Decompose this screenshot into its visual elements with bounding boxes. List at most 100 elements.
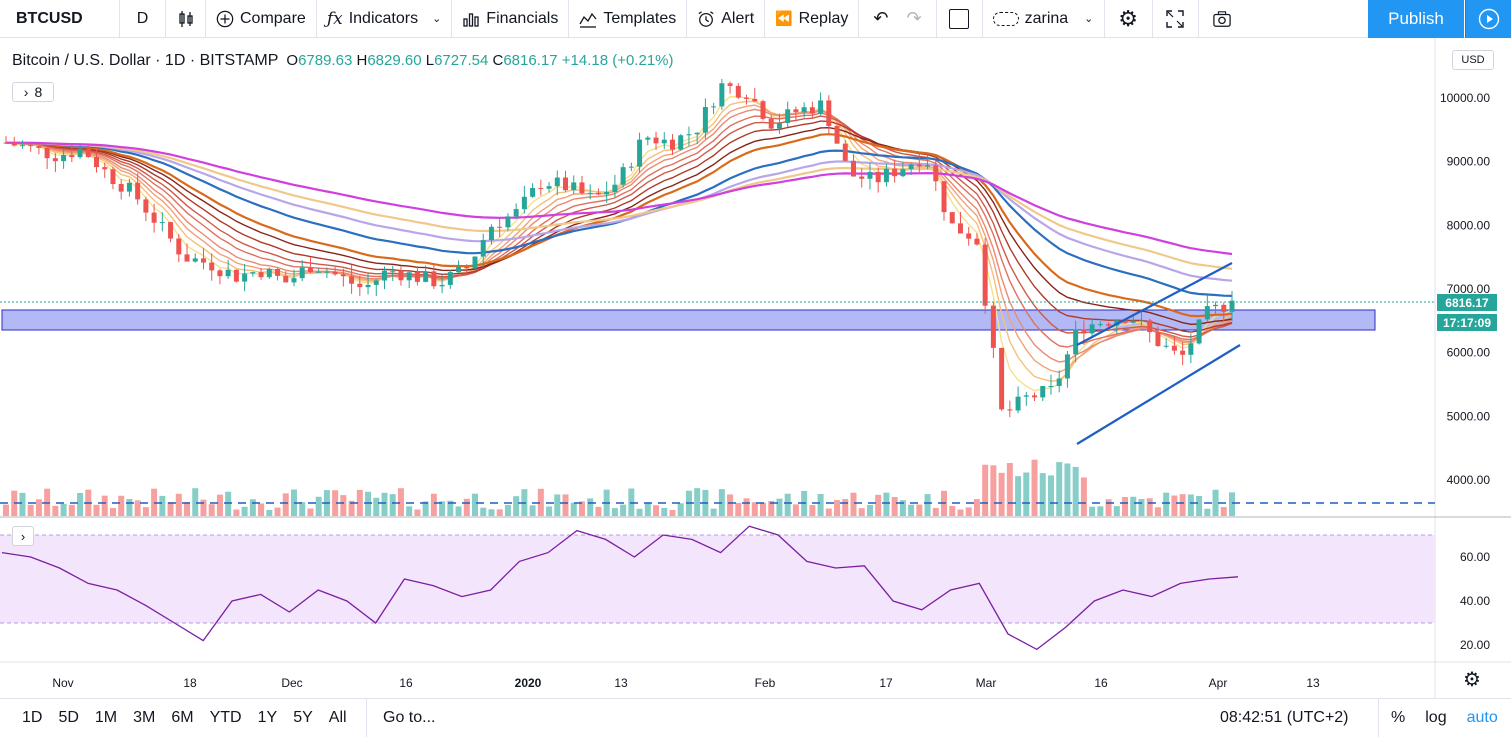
support-zone[interactable]: [1, 309, 1376, 331]
candle-body: [1032, 395, 1038, 398]
replay-button[interactable]: ⏪ Replay: [765, 0, 860, 38]
candle-body: [299, 267, 305, 279]
time-axis[interactable]: Nov 18 Dec 16 2020 13 Feb 17 Mar 16 Apr 13: [52, 676, 1320, 690]
volume-bar: [1122, 497, 1129, 516]
log-toggle[interactable]: log: [1425, 709, 1447, 726]
indicators-button[interactable]: ƒx Indicators ⌄: [317, 0, 453, 38]
candle-body: [275, 269, 281, 276]
alert-button[interactable]: Alert: [687, 0, 766, 38]
candle-body: [957, 223, 963, 234]
volume-bar: [118, 495, 125, 516]
range-button-1m[interactable]: 1M: [94, 708, 118, 726]
candle-body: [373, 280, 379, 285]
volume-bar: [1031, 459, 1038, 516]
settings-button[interactable]: ⚙: [1105, 0, 1153, 38]
candle-body: [1188, 343, 1194, 355]
candle-body: [768, 118, 774, 129]
volume-bar: [554, 494, 561, 516]
candle-body: [61, 155, 67, 162]
candle-body: [307, 267, 313, 273]
volume-bar: [1047, 475, 1054, 516]
range-button-1d[interactable]: 1D: [22, 708, 43, 726]
volume-bar: [192, 488, 199, 516]
layout-button[interactable]: [937, 0, 983, 38]
templates-button[interactable]: Templates: [569, 0, 688, 38]
time-tick-label: Dec: [281, 676, 302, 690]
publish-menu-button[interactable]: [1465, 0, 1511, 38]
candle-body: [711, 106, 717, 108]
candle-body: [118, 184, 124, 192]
price-chart[interactable]: 10000.00 9000.00 8000.00 7000.00 6000.00 5000…: [0, 38, 1511, 698]
candle-body: [620, 167, 626, 185]
chart-style-button[interactable]: [166, 0, 206, 38]
candle-body: [381, 270, 387, 281]
publish-button[interactable]: Publish: [1368, 0, 1464, 38]
volume-bar: [1154, 507, 1161, 516]
lower-trendline[interactable]: [1076, 344, 1241, 445]
volume-bar: [1229, 492, 1235, 516]
range-button-1y[interactable]: 1Y: [257, 708, 278, 726]
candle-body: [999, 347, 1005, 410]
volume-bar: [949, 505, 956, 516]
volume-bar: [694, 488, 701, 516]
ema-line: [5, 112, 1233, 348]
plus-circle-icon: [216, 10, 234, 27]
volume-bar: [241, 506, 248, 516]
snapshot-button[interactable]: [1199, 0, 1245, 38]
volume-bar: [513, 496, 520, 516]
candle-body: [744, 97, 750, 99]
rsi-axis[interactable]: 60.00 40.00 20.00: [1460, 550, 1490, 652]
percent-toggle[interactable]: %: [1391, 709, 1406, 726]
layout-name-button[interactable]: zarina ⌄: [983, 0, 1105, 38]
high-value: 6829.60: [367, 52, 422, 69]
indicator-collapse-button[interactable]: › 8: [12, 82, 54, 102]
volume-bar: [365, 491, 372, 516]
range-button-6m[interactable]: 6M: [171, 708, 194, 726]
compare-label: Compare: [240, 9, 306, 27]
volume-bar: [653, 505, 660, 516]
currency-badge[interactable]: USD: [1452, 50, 1494, 70]
volume-bar: [644, 503, 651, 516]
candle-body: [1171, 345, 1177, 351]
volume-bar: [891, 497, 898, 516]
price-tick-label: 5000.00: [1447, 409, 1491, 423]
volume-bar: [142, 507, 149, 516]
range-button-5d[interactable]: 5D: [58, 708, 79, 726]
fullscreen-button[interactable]: [1153, 0, 1199, 38]
auto-toggle[interactable]: auto: [1466, 709, 1498, 726]
financials-button[interactable]: Financials: [452, 0, 570, 38]
volume-bar: [439, 501, 446, 516]
candle-body: [1056, 378, 1062, 386]
candle-body: [793, 109, 799, 113]
volume-bar: [1212, 489, 1219, 516]
undo-icon[interactable]: ↶: [873, 8, 889, 28]
price-axis[interactable]: 10000.00 9000.00 8000.00 7000.00 6000.00 5000…: [1440, 91, 1490, 487]
range-button-3m[interactable]: 3M: [133, 708, 156, 726]
upper-trendline[interactable]: [1076, 262, 1233, 346]
goto-button[interactable]: Go to...: [366, 699, 435, 737]
volume-bar: [792, 504, 799, 516]
candle-body: [842, 143, 848, 161]
volume-bar: [1056, 462, 1063, 516]
interval-button[interactable]: D: [120, 0, 166, 38]
range-button-all[interactable]: All: [328, 708, 347, 726]
timezone-clock[interactable]: 08:42:51 (UTC+2): [1220, 699, 1349, 737]
range-button-5y[interactable]: 5Y: [293, 708, 313, 726]
candle-body: [168, 222, 174, 239]
price-tick-label: 8000.00: [1447, 218, 1491, 232]
symbol-search[interactable]: BTCUSD: [0, 0, 120, 38]
square-icon: [949, 8, 970, 29]
redo-icon[interactable]: ↷: [906, 8, 922, 28]
chart-legend: Bitcoin / U.S. Dollar · 1D · BITSTAMP O6…: [12, 52, 674, 70]
candle-body: [1106, 324, 1112, 326]
candle-body: [176, 238, 182, 255]
volume-bar: [784, 493, 791, 516]
candle-body: [1155, 332, 1161, 347]
axis-settings-icon[interactable]: ⚙: [1463, 669, 1481, 691]
rsi-tick-label: 20.00: [1460, 638, 1490, 652]
rsi-collapse-button[interactable]: ›: [12, 526, 34, 546]
range-button-ytd[interactable]: YTD: [209, 708, 242, 726]
volume-bar: [595, 506, 602, 516]
candle-body: [678, 135, 684, 150]
compare-button[interactable]: Compare: [206, 0, 317, 38]
